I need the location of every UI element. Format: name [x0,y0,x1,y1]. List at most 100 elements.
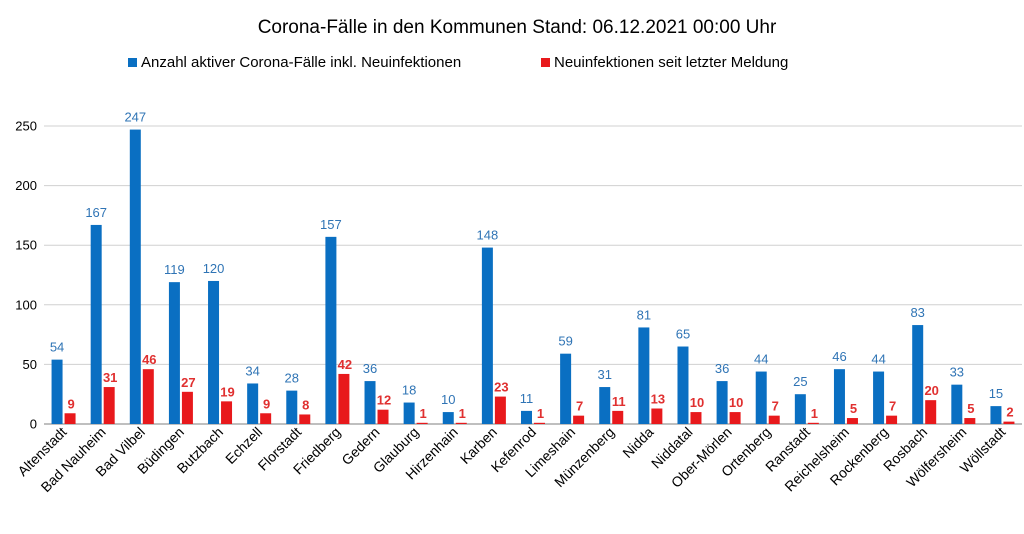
data-label-active-cases: 10 [441,392,455,407]
y-tick-label: 100 [15,297,37,312]
data-label-active-cases: 18 [402,383,416,398]
data-label-active-cases: 167 [85,205,107,220]
data-label-active-cases: 54 [50,340,64,355]
bar-active-cases [599,387,611,424]
bar-active-cases [325,236,337,424]
bar-active-cases [364,381,376,424]
x-tick-label: Nidda [619,424,656,461]
data-label-active-cases: 44 [871,352,885,367]
data-label-active-cases: 34 [245,363,259,378]
bar-new-infections [807,422,819,424]
data-label-new-infections: 42 [338,357,352,372]
bar-active-cases [951,384,963,424]
data-label-active-cases: 31 [598,367,612,382]
data-label-active-cases: 36 [363,361,377,376]
data-label-new-infections: 1 [420,406,427,421]
data-label-new-infections: 1 [811,406,818,421]
data-label-active-cases: 247 [124,110,146,125]
data-label-active-cases: 46 [832,349,846,364]
bar-active-cases [403,402,415,424]
y-tick-label: 50 [23,357,37,372]
bar-new-infections [925,400,937,424]
data-label-new-infections: 12 [377,393,391,408]
bar-active-cases [755,371,767,424]
bar-new-infections [299,414,311,424]
bar-active-cases [90,224,102,424]
bar-new-infections [534,422,545,424]
bar-new-infections [494,396,506,424]
bar-active-cases [716,381,728,424]
data-label-active-cases: 28 [285,371,299,386]
data-label-active-cases: 83 [910,305,924,320]
bar-new-infections [338,373,350,424]
bar-active-cases [481,247,493,424]
bar-new-infections [1003,421,1015,424]
bar-active-cases [873,371,885,424]
y-tick-label: 200 [15,178,37,193]
bar-active-cases [129,129,141,425]
y-axis: 0 50 100 150 200 250 [15,119,37,432]
bar-new-infections [103,387,115,424]
data-label-active-cases: 36 [715,361,729,376]
legend-swatch [541,58,550,67]
data-label-new-infections: 7 [889,399,896,414]
bar-active-cases [208,280,220,424]
data-label-new-infections: 31 [103,370,117,385]
legend-label: Anzahl aktiver Corona-Fälle inkl. Neuinf… [141,54,461,71]
legend-swatch [128,58,137,67]
data-label-active-cases: 81 [637,307,651,322]
bar-active-cases [247,383,259,424]
data-label-new-infections: 11 [612,394,626,409]
bar-new-infections [768,415,780,424]
bar-active-cases [51,359,63,424]
bar-active-cases [638,327,650,424]
data-label-new-infections: 9 [67,396,74,411]
y-tick-label: 150 [15,238,37,253]
bar-new-infections [455,422,467,424]
data-label-new-infections: 8 [302,397,309,412]
legend: Anzahl aktiver Corona-Fälle inkl. Neuinf… [128,54,788,71]
data-label-new-infections: 1 [459,406,466,421]
data-label-new-infections: 27 [181,375,195,390]
data-label-new-infections: 5 [850,401,857,416]
data-label-active-cases: 25 [793,374,807,389]
bar-active-cases [912,325,924,424]
gridlines [44,125,1022,425]
bar-new-infections [142,369,154,424]
bar-active-cases [677,346,689,424]
data-label-active-cases: 59 [558,334,572,349]
bar-active-cases [833,369,845,424]
data-label-active-cases: 157 [320,217,342,232]
data-label-active-cases: 65 [676,327,690,342]
chart-title: Corona-Fälle in den Kommunen Stand: 06.1… [258,17,777,38]
data-label-new-infections: 20 [924,383,938,398]
data-label-active-cases: 119 [164,262,185,277]
bar-active-cases [286,390,298,424]
bar-new-infections [221,401,233,424]
bar-new-infections [729,412,741,424]
bar-active-cases [521,410,532,424]
bar-new-infections [690,412,702,424]
data-label-new-infections: 7 [576,399,583,414]
y-tick-label: 250 [15,119,37,134]
data-label-new-infections: 7 [772,399,779,414]
bar-new-infections [964,418,976,424]
bar-new-infections [612,410,624,424]
data-label-new-infections: 5 [967,401,974,416]
data-label-active-cases: 148 [477,228,499,243]
data-label-active-cases: 11 [520,391,534,406]
bar-active-cases [442,412,454,424]
bar-active-cases [990,406,1002,424]
y-tick-label: 0 [30,417,37,432]
data-label-new-infections: 46 [142,352,156,367]
data-label-active-cases: 33 [950,365,964,380]
data-label-active-cases: 120 [203,261,225,276]
data-label-active-cases: 15 [989,386,1003,401]
bar-active-cases [794,394,806,424]
bar-new-infections [573,415,585,424]
data-label-active-cases: 44 [754,352,768,367]
data-label-new-infections: 19 [220,384,234,399]
